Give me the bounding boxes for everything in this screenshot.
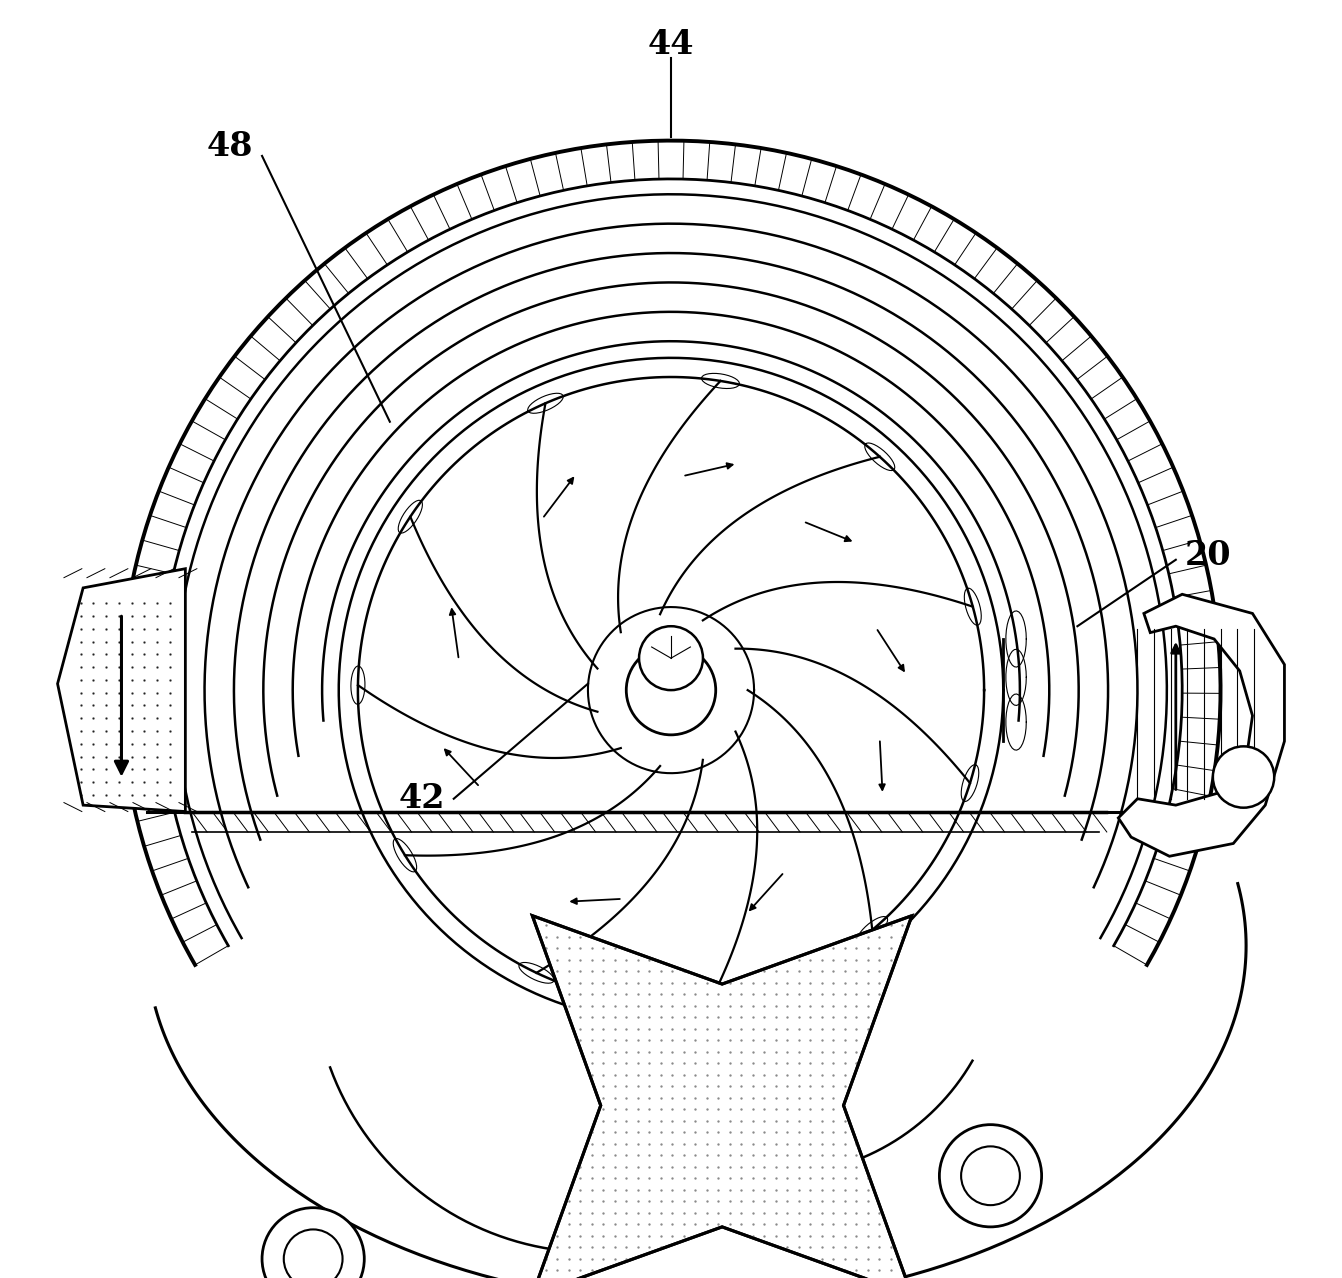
Circle shape bbox=[961, 1146, 1020, 1205]
Polygon shape bbox=[58, 569, 185, 812]
Text: 42: 42 bbox=[399, 782, 446, 815]
Text: 30: 30 bbox=[769, 1146, 816, 1180]
Circle shape bbox=[639, 626, 703, 690]
Text: 44: 44 bbox=[648, 28, 694, 61]
Text: 20: 20 bbox=[1185, 539, 1231, 573]
Circle shape bbox=[283, 1229, 342, 1278]
Circle shape bbox=[262, 1208, 364, 1278]
Text: 48: 48 bbox=[207, 130, 254, 164]
Circle shape bbox=[939, 1125, 1041, 1227]
Circle shape bbox=[627, 645, 715, 735]
Polygon shape bbox=[533, 916, 913, 1278]
Circle shape bbox=[1213, 746, 1274, 808]
Polygon shape bbox=[1118, 594, 1284, 856]
